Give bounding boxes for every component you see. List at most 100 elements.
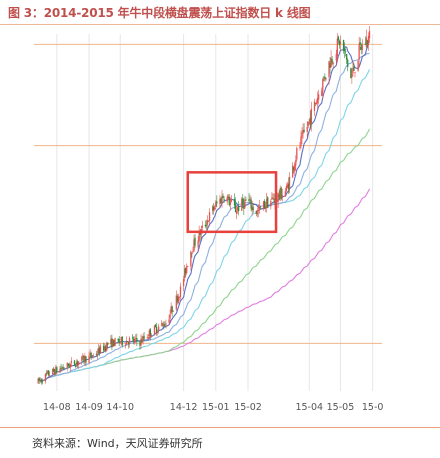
candle-body bbox=[321, 90, 323, 96]
candle-205 bbox=[335, 49, 337, 66]
candle-207 bbox=[337, 35, 340, 44]
candle-body bbox=[361, 44, 363, 50]
candle-69 bbox=[136, 333, 138, 347]
candle-body bbox=[98, 347, 101, 354]
candle-120 bbox=[212, 205, 214, 215]
candle-body bbox=[280, 187, 282, 200]
candle-body bbox=[300, 136, 302, 147]
candle-43 bbox=[98, 345, 101, 357]
candle-body bbox=[78, 361, 80, 365]
candle-217 bbox=[352, 61, 354, 77]
candle-body bbox=[324, 76, 326, 80]
candle-20 bbox=[66, 362, 68, 372]
candle-47 bbox=[105, 344, 107, 353]
candle-body bbox=[287, 183, 290, 190]
candle-64 bbox=[128, 336, 131, 348]
candle-30 bbox=[81, 356, 83, 365]
candle-body bbox=[73, 360, 76, 365]
moving-average-ma_short bbox=[37, 41, 370, 382]
candle-189 bbox=[310, 101, 313, 132]
x-tick-labels: 14-08 14-09 14-10 14-12 15-01 15-02 15-04 15-05… bbox=[43, 402, 383, 413]
candle-195 bbox=[321, 87, 323, 97]
candle-body bbox=[267, 197, 269, 208]
candle-1 bbox=[38, 376, 40, 385]
candle-body bbox=[74, 365, 77, 367]
candle-body bbox=[147, 337, 149, 339]
candle-31 bbox=[82, 353, 84, 361]
candle-220 bbox=[357, 60, 359, 72]
highlight-box bbox=[186, 171, 278, 234]
candle-body bbox=[336, 38, 338, 56]
candle-body bbox=[248, 199, 250, 202]
candle-body bbox=[339, 41, 342, 44]
candle-159 bbox=[267, 196, 269, 209]
candle-184 bbox=[303, 123, 305, 134]
candle-body bbox=[299, 146, 301, 148]
candle-body bbox=[338, 40, 341, 46]
candle-221 bbox=[358, 36, 360, 67]
candle-95 bbox=[175, 290, 177, 311]
candle-4 bbox=[41, 378, 43, 385]
candle-22 bbox=[68, 362, 70, 369]
candle-body bbox=[126, 340, 129, 343]
candle-body bbox=[66, 362, 68, 368]
candle-body bbox=[360, 46, 362, 50]
candle-61 bbox=[125, 336, 128, 345]
candle-body bbox=[99, 345, 102, 354]
candle-8 bbox=[47, 369, 50, 377]
candle-body bbox=[277, 193, 279, 203]
candle-body bbox=[187, 265, 189, 267]
source-rule bbox=[0, 427, 440, 428]
candle-78 bbox=[149, 327, 151, 341]
candle-body bbox=[226, 196, 228, 202]
candle-body bbox=[191, 252, 193, 254]
candle-body bbox=[172, 310, 174, 312]
candle-74 bbox=[143, 332, 145, 342]
candle-93 bbox=[171, 305, 173, 317]
candle-218 bbox=[353, 63, 355, 72]
candle-176 bbox=[293, 166, 295, 174]
candle-48 bbox=[106, 341, 108, 352]
x-tick-label-15-05: 15-05 bbox=[327, 402, 355, 413]
candle-45 bbox=[102, 342, 105, 353]
candle-146 bbox=[249, 194, 251, 205]
candle-52 bbox=[112, 338, 114, 348]
candle-body bbox=[97, 348, 100, 354]
candle-body bbox=[288, 176, 291, 188]
candle-body bbox=[357, 60, 359, 72]
candle-body bbox=[212, 206, 214, 211]
candle-6 bbox=[45, 370, 48, 377]
candle-body bbox=[352, 68, 354, 74]
candle-body bbox=[286, 184, 289, 188]
candle-body bbox=[156, 331, 159, 333]
candle-body bbox=[314, 103, 317, 105]
candle-0 bbox=[37, 377, 39, 385]
candle-body bbox=[114, 338, 116, 346]
candle-193 bbox=[316, 91, 319, 110]
candle-body bbox=[367, 36, 370, 44]
candle-96 bbox=[176, 293, 179, 305]
candle-body bbox=[272, 197, 274, 199]
candle-body bbox=[201, 225, 203, 228]
candle-25 bbox=[73, 360, 76, 366]
candle-body bbox=[229, 201, 231, 205]
candle-111 bbox=[198, 225, 200, 244]
candle-100 bbox=[182, 275, 185, 292]
candle-body bbox=[192, 251, 194, 253]
candle-222 bbox=[359, 37, 361, 51]
candle-44 bbox=[99, 343, 102, 354]
candle-86 bbox=[162, 322, 164, 327]
candle-body bbox=[61, 367, 63, 369]
title-rule bbox=[0, 24, 440, 25]
candle-body bbox=[140, 338, 142, 346]
candle-body bbox=[213, 206, 215, 210]
candle-51 bbox=[111, 334, 113, 350]
candle-body bbox=[40, 379, 42, 382]
candle-50 bbox=[110, 335, 112, 348]
candle-150 bbox=[255, 210, 257, 217]
candle-116 bbox=[205, 219, 208, 230]
candle-7 bbox=[46, 369, 49, 375]
candle-65 bbox=[132, 334, 134, 341]
candle-169 bbox=[281, 188, 283, 202]
candle-228 bbox=[367, 32, 370, 51]
